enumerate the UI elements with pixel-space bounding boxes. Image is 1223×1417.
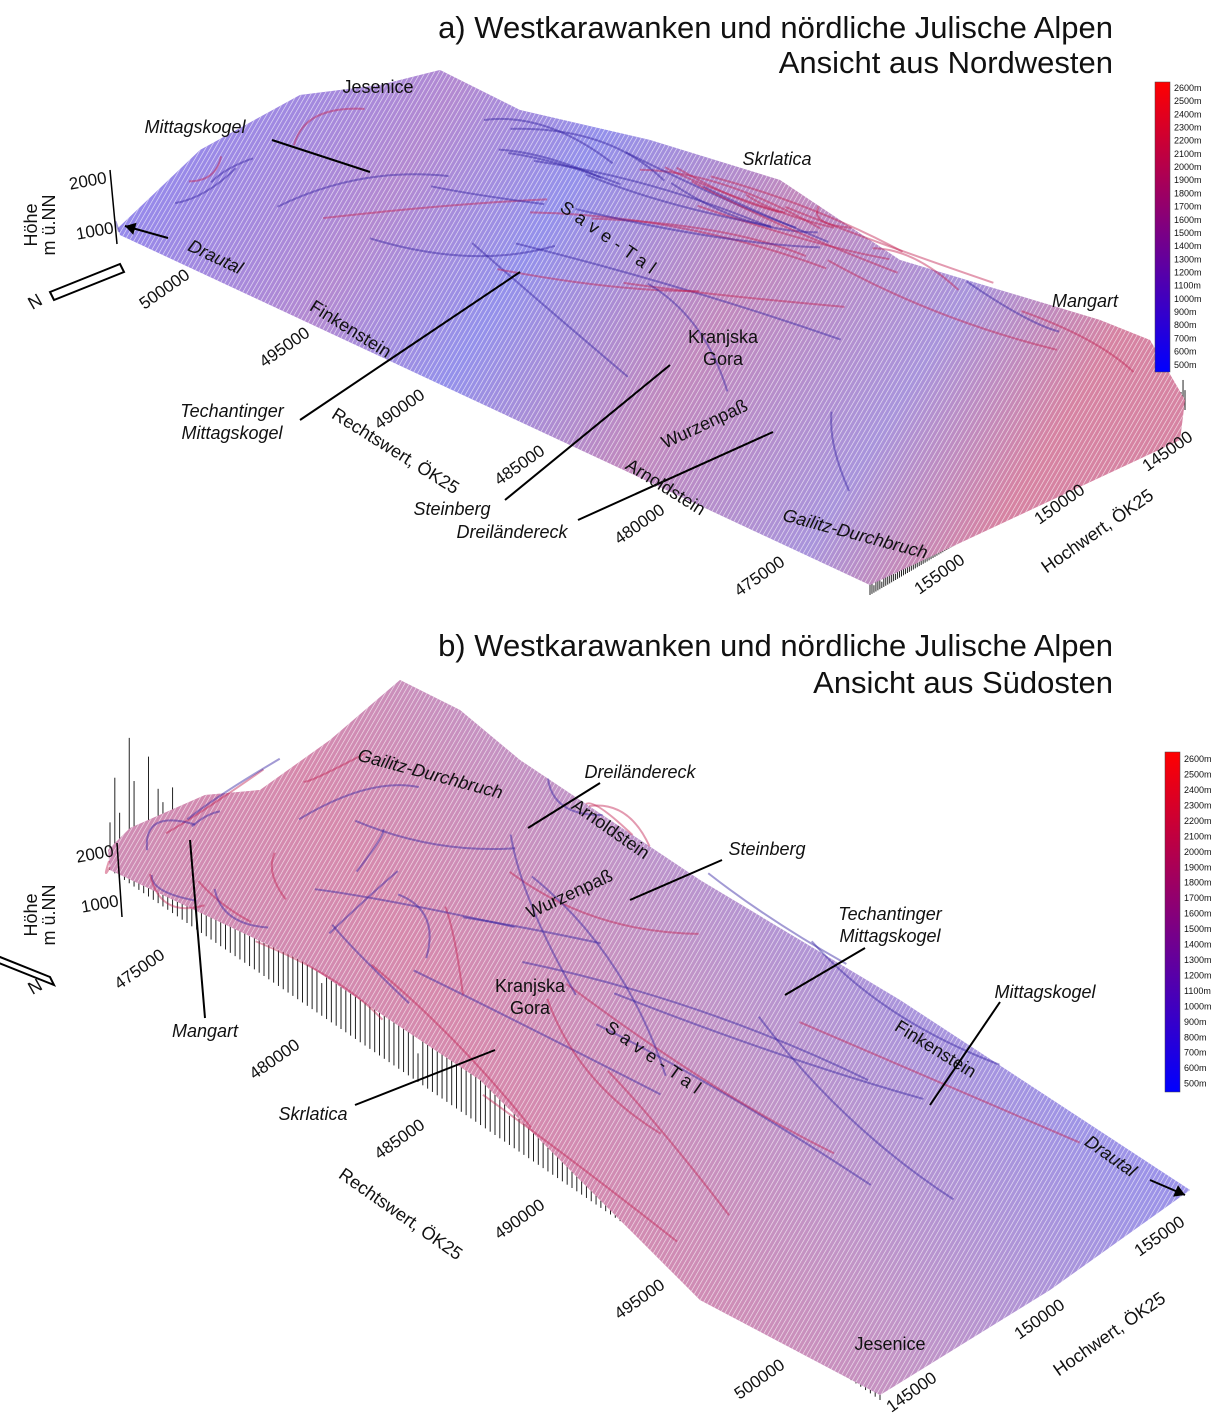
- legend-label: 1200m: [1184, 970, 1212, 980]
- x-tick-label: 485000: [371, 1115, 428, 1163]
- place-label: Techantinger: [838, 904, 942, 924]
- x-tick-label: 475000: [731, 552, 788, 600]
- x-tick-label: 485000: [491, 441, 548, 489]
- z-tick-label: 1000: [80, 891, 121, 916]
- z-axis-label: Höhe: [21, 893, 41, 936]
- legend-label: 900m: [1174, 307, 1197, 317]
- legend-label: 700m: [1174, 333, 1197, 343]
- legend-label: 1400m: [1184, 940, 1212, 950]
- legend-label: 2400m: [1174, 109, 1202, 119]
- z-axis-label: m ü.NN: [39, 884, 59, 945]
- x-tick-label: 495000: [611, 1275, 668, 1323]
- legend-label: 2600m: [1174, 83, 1202, 93]
- legend-colorbar: [1165, 752, 1180, 1092]
- x-tick-label: 500000: [136, 265, 193, 313]
- legend-label: 1500m: [1184, 924, 1212, 934]
- z-axis-label: m ü.NN: [39, 194, 59, 255]
- x-tick-label: 490000: [491, 1195, 548, 1243]
- x-tick-label: 500000: [731, 1355, 788, 1403]
- legend-label: 900m: [1184, 1017, 1207, 1027]
- place-label: Skrlatica: [278, 1104, 347, 1124]
- legend-label: 1300m: [1184, 955, 1212, 965]
- place-label: Kranjska: [688, 327, 759, 347]
- place-label: Steinberg: [413, 499, 490, 519]
- legend-label: 1200m: [1174, 268, 1202, 278]
- place-label: Mittagskogel: [144, 117, 246, 137]
- north-arrow: [50, 264, 124, 300]
- legend-label: 1700m: [1174, 202, 1202, 212]
- x-tick-label: 480000: [246, 1035, 303, 1083]
- z-tick-label: 1000: [75, 218, 116, 243]
- panel-title: Ansicht aus Südosten: [813, 665, 1113, 700]
- place-label: Kranjska: [495, 976, 566, 996]
- place-label: Mittagskogel: [839, 926, 941, 946]
- place-label: Gora: [510, 998, 551, 1018]
- legend-label: 500m: [1184, 1079, 1207, 1089]
- place-label: Steinberg: [728, 839, 805, 859]
- legend-label: 2400m: [1184, 785, 1212, 795]
- legend-label: 1600m: [1184, 909, 1212, 919]
- legend-label: 2500m: [1174, 96, 1202, 106]
- legend-label: 2600m: [1184, 754, 1212, 764]
- legend-label: 2300m: [1174, 123, 1202, 133]
- place-label: Mittagskogel: [994, 982, 1096, 1002]
- legend-label: 1000m: [1174, 294, 1202, 304]
- legend-label: 2100m: [1174, 149, 1202, 159]
- panel-b: b) Westkarawanken und nördliche Julische…: [0, 628, 1212, 1416]
- z-tick-label: 2000: [68, 168, 109, 193]
- place-label: Mangart: [1052, 291, 1119, 311]
- legend-label: 700m: [1184, 1048, 1207, 1058]
- legend-label: 2500m: [1184, 770, 1212, 780]
- panel-a: a) Westkarawanken und nördliche Julische…: [21, 10, 1202, 600]
- panel-title: b) Westkarawanken und nördliche Julische…: [438, 628, 1113, 663]
- place-label: Dreiländereck: [584, 762, 696, 782]
- z-axis-label: Höhe: [21, 203, 41, 246]
- legend-label: 1000m: [1184, 1001, 1212, 1011]
- legend-label: 600m: [1184, 1063, 1207, 1073]
- north-label: N: [24, 290, 45, 314]
- legend-label: 1800m: [1174, 188, 1202, 198]
- place-label: Mittagskogel: [181, 423, 283, 443]
- x-tick-label: 475000: [111, 945, 168, 993]
- place-label: Techantinger: [180, 401, 284, 421]
- figure: a) Westkarawanken und nördliche Julische…: [0, 0, 1223, 1417]
- x-tick-label: 495000: [256, 323, 313, 371]
- ridge: [106, 861, 110, 873]
- place-label: Skrlatica: [742, 149, 811, 169]
- legend-label: 1800m: [1184, 878, 1212, 888]
- legend-label: 800m: [1184, 1032, 1207, 1042]
- legend-label: 2200m: [1184, 816, 1212, 826]
- legend-label: 2200m: [1174, 136, 1202, 146]
- place-label: Jesenice: [854, 1334, 925, 1354]
- legend-label: 1400m: [1174, 241, 1202, 251]
- legend-label: 1600m: [1174, 215, 1202, 225]
- panel-title: Ansicht aus Nordwesten: [779, 45, 1113, 80]
- legend-label: 2300m: [1184, 800, 1212, 810]
- legend-label: 600m: [1174, 347, 1197, 357]
- legend-label: 2000m: [1184, 847, 1212, 857]
- place-label: Jesenice: [342, 77, 413, 97]
- x-tick-label: 480000: [611, 500, 668, 548]
- legend-label: 1700m: [1184, 893, 1212, 903]
- x-axis-label: Rechtswert, ÖK25: [335, 1164, 466, 1264]
- y-axis-label: Hochwert, ÖK25: [1049, 1288, 1169, 1380]
- place-label: Dreiländereck: [456, 522, 568, 542]
- legend-label: 1100m: [1184, 986, 1211, 996]
- legend-label: 1900m: [1174, 175, 1202, 185]
- legend-label: 1100m: [1174, 281, 1201, 291]
- legend-label: 1300m: [1174, 254, 1202, 264]
- legend-colorbar: [1155, 82, 1170, 372]
- legend-label: 800m: [1174, 320, 1197, 330]
- leader-line: [355, 1050, 495, 1105]
- legend-label: 1900m: [1184, 862, 1212, 872]
- x-tick-label: 490000: [371, 385, 428, 433]
- legend-label: 500m: [1174, 360, 1197, 370]
- place-label: Gora: [703, 349, 744, 369]
- legend-label: 2100m: [1184, 831, 1212, 841]
- place-label: Mangart: [172, 1021, 239, 1041]
- panel-title: a) Westkarawanken und nördliche Julische…: [438, 10, 1113, 45]
- legend-label: 1500m: [1174, 228, 1202, 238]
- legend-label: 2000m: [1174, 162, 1202, 172]
